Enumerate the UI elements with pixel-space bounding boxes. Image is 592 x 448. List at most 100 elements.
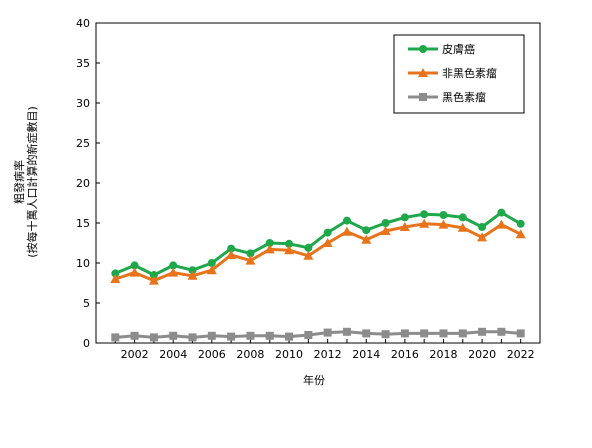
y-tick-label: 10 bbox=[76, 257, 90, 270]
data-point bbox=[341, 226, 352, 236]
data-point bbox=[265, 331, 274, 340]
legend-item: 非黑色素瘤 bbox=[408, 66, 497, 80]
x-tick-label: 2020 bbox=[468, 348, 496, 361]
y-tick-label: 15 bbox=[76, 217, 90, 230]
data-point bbox=[264, 244, 275, 254]
data-point bbox=[284, 245, 295, 255]
legend-swatch-marker bbox=[418, 68, 428, 77]
data-point bbox=[439, 329, 448, 338]
data-point bbox=[265, 239, 274, 247]
data-point bbox=[458, 329, 467, 338]
data-point bbox=[497, 208, 506, 217]
series-line bbox=[114, 222, 522, 283]
data-point bbox=[419, 218, 430, 228]
data-point bbox=[188, 266, 197, 275]
x-tick-label: 2018 bbox=[429, 348, 457, 361]
data-point bbox=[400, 213, 409, 222]
data-point bbox=[129, 267, 140, 277]
data-point bbox=[381, 219, 390, 227]
y-axis-subtitle: (按每十萬人口計算的新症數目) bbox=[25, 106, 39, 258]
data-point bbox=[206, 265, 217, 275]
data-point bbox=[110, 274, 121, 283]
data-point bbox=[285, 239, 294, 248]
data-point bbox=[458, 213, 467, 222]
series-line bbox=[115, 330, 521, 339]
data-point bbox=[457, 222, 468, 232]
x-tick-label: 2016 bbox=[391, 348, 419, 361]
data-point bbox=[322, 238, 333, 247]
data-point bbox=[226, 250, 237, 259]
y-tick-label: 30 bbox=[76, 97, 90, 110]
data-point bbox=[111, 333, 120, 342]
y-tick-label: 40 bbox=[76, 17, 90, 30]
data-point bbox=[149, 333, 158, 342]
legend-label: 非黑色素瘤 bbox=[442, 66, 497, 80]
y-tick-label: 35 bbox=[76, 57, 90, 70]
series-layer bbox=[110, 208, 526, 342]
data-point bbox=[380, 226, 391, 235]
data-point bbox=[478, 327, 487, 336]
data-point bbox=[342, 327, 351, 336]
x-tick-label: 2010 bbox=[275, 348, 303, 361]
data-point bbox=[477, 232, 488, 242]
data-point bbox=[285, 332, 294, 341]
x-tick-label: 2022 bbox=[507, 348, 535, 361]
x-tick-label: 2006 bbox=[198, 348, 226, 361]
data-point bbox=[381, 330, 390, 339]
data-point bbox=[246, 249, 255, 258]
data-point bbox=[169, 261, 178, 270]
data-point bbox=[149, 271, 158, 279]
data-point bbox=[130, 331, 139, 340]
data-point bbox=[227, 244, 236, 253]
data-point bbox=[497, 327, 506, 336]
legend-swatch-marker bbox=[419, 93, 427, 101]
data-point bbox=[362, 329, 371, 338]
data-point bbox=[130, 261, 139, 270]
x-tick-label: 2012 bbox=[314, 348, 342, 361]
data-point bbox=[399, 222, 410, 231]
legend-label: 黑色素瘤 bbox=[442, 90, 486, 104]
data-point bbox=[168, 267, 179, 277]
series-group bbox=[111, 208, 525, 279]
data-point bbox=[439, 211, 448, 219]
data-point bbox=[342, 216, 351, 225]
x-tick-label: 2014 bbox=[352, 348, 380, 361]
data-point bbox=[400, 329, 409, 338]
data-point bbox=[148, 275, 159, 285]
data-point bbox=[515, 229, 526, 239]
data-point bbox=[246, 331, 255, 340]
data-point bbox=[323, 328, 332, 337]
y-axis-title: 粗發病率 bbox=[12, 160, 26, 204]
legend-label: 皮膚癌 bbox=[442, 42, 475, 56]
data-point bbox=[207, 331, 216, 340]
data-point bbox=[303, 250, 314, 260]
x-tick-label: 2008 bbox=[236, 348, 264, 361]
data-point bbox=[323, 228, 332, 237]
x-axis: 2002 2004 2006 2008 2010 2012 2014 2016 2018 2020… bbox=[95, 339, 541, 361]
x-tick-label: 2002 bbox=[121, 348, 149, 361]
y-axis: 0 5 10 15 20 25 30 35 40 bbox=[76, 17, 100, 350]
x-axis-title: 年份 bbox=[303, 373, 325, 387]
data-point bbox=[420, 210, 429, 219]
data-point bbox=[187, 270, 198, 280]
data-point bbox=[207, 259, 216, 267]
data-point bbox=[438, 219, 449, 229]
data-point bbox=[496, 219, 507, 229]
data-point bbox=[361, 234, 372, 244]
series-line bbox=[114, 211, 522, 277]
data-point bbox=[169, 331, 178, 340]
data-point bbox=[516, 219, 525, 228]
data-point bbox=[478, 223, 487, 231]
data-point bbox=[111, 269, 120, 278]
data-point bbox=[362, 226, 371, 235]
data-point bbox=[245, 255, 256, 265]
data-point bbox=[304, 331, 313, 339]
y-tick-label: 0 bbox=[83, 337, 90, 350]
data-point bbox=[304, 243, 313, 252]
series-group bbox=[111, 327, 525, 342]
data-point bbox=[227, 332, 236, 341]
y-tick-label: 5 bbox=[83, 297, 90, 310]
